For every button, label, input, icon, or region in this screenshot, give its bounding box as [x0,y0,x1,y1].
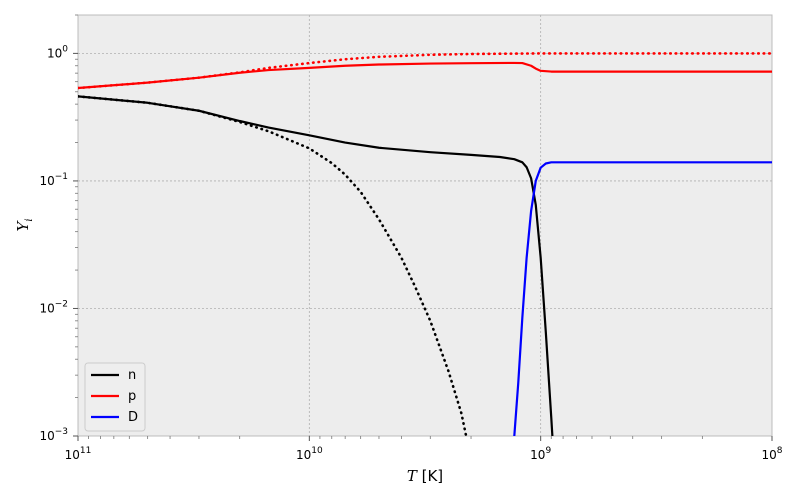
x-tick-label: 109 [530,446,551,462]
y-tick-label: 10−1 [39,172,68,188]
series-lines [78,52,772,436]
legend: n p D [84,362,146,432]
y-tick-label: 100 [47,44,68,60]
x-tick-label: 1010 [296,446,323,462]
legend-label-d: D [128,410,138,425]
series-dotted-3 [78,95,468,436]
legend-label-p: p [128,389,136,404]
y-axis-label: Yi [14,218,35,231]
x-tick-label: 108 [761,446,782,462]
legend-label-n: n [128,368,136,383]
major-ticks: 1011 1010 109 108 100 10−1 10−2 10−3 [39,44,782,462]
minor-ticks [75,14,703,439]
x-tick-label: 1011 [65,446,92,462]
y-tick-label: 10−3 [39,427,68,443]
series-line-d [513,161,772,436]
x-axis-label: T [K] [407,467,443,485]
plot-area [77,14,773,437]
y-tick-label: 10−2 [39,299,68,315]
series-line-n [78,95,554,436]
series-dotted-4 [78,52,772,90]
